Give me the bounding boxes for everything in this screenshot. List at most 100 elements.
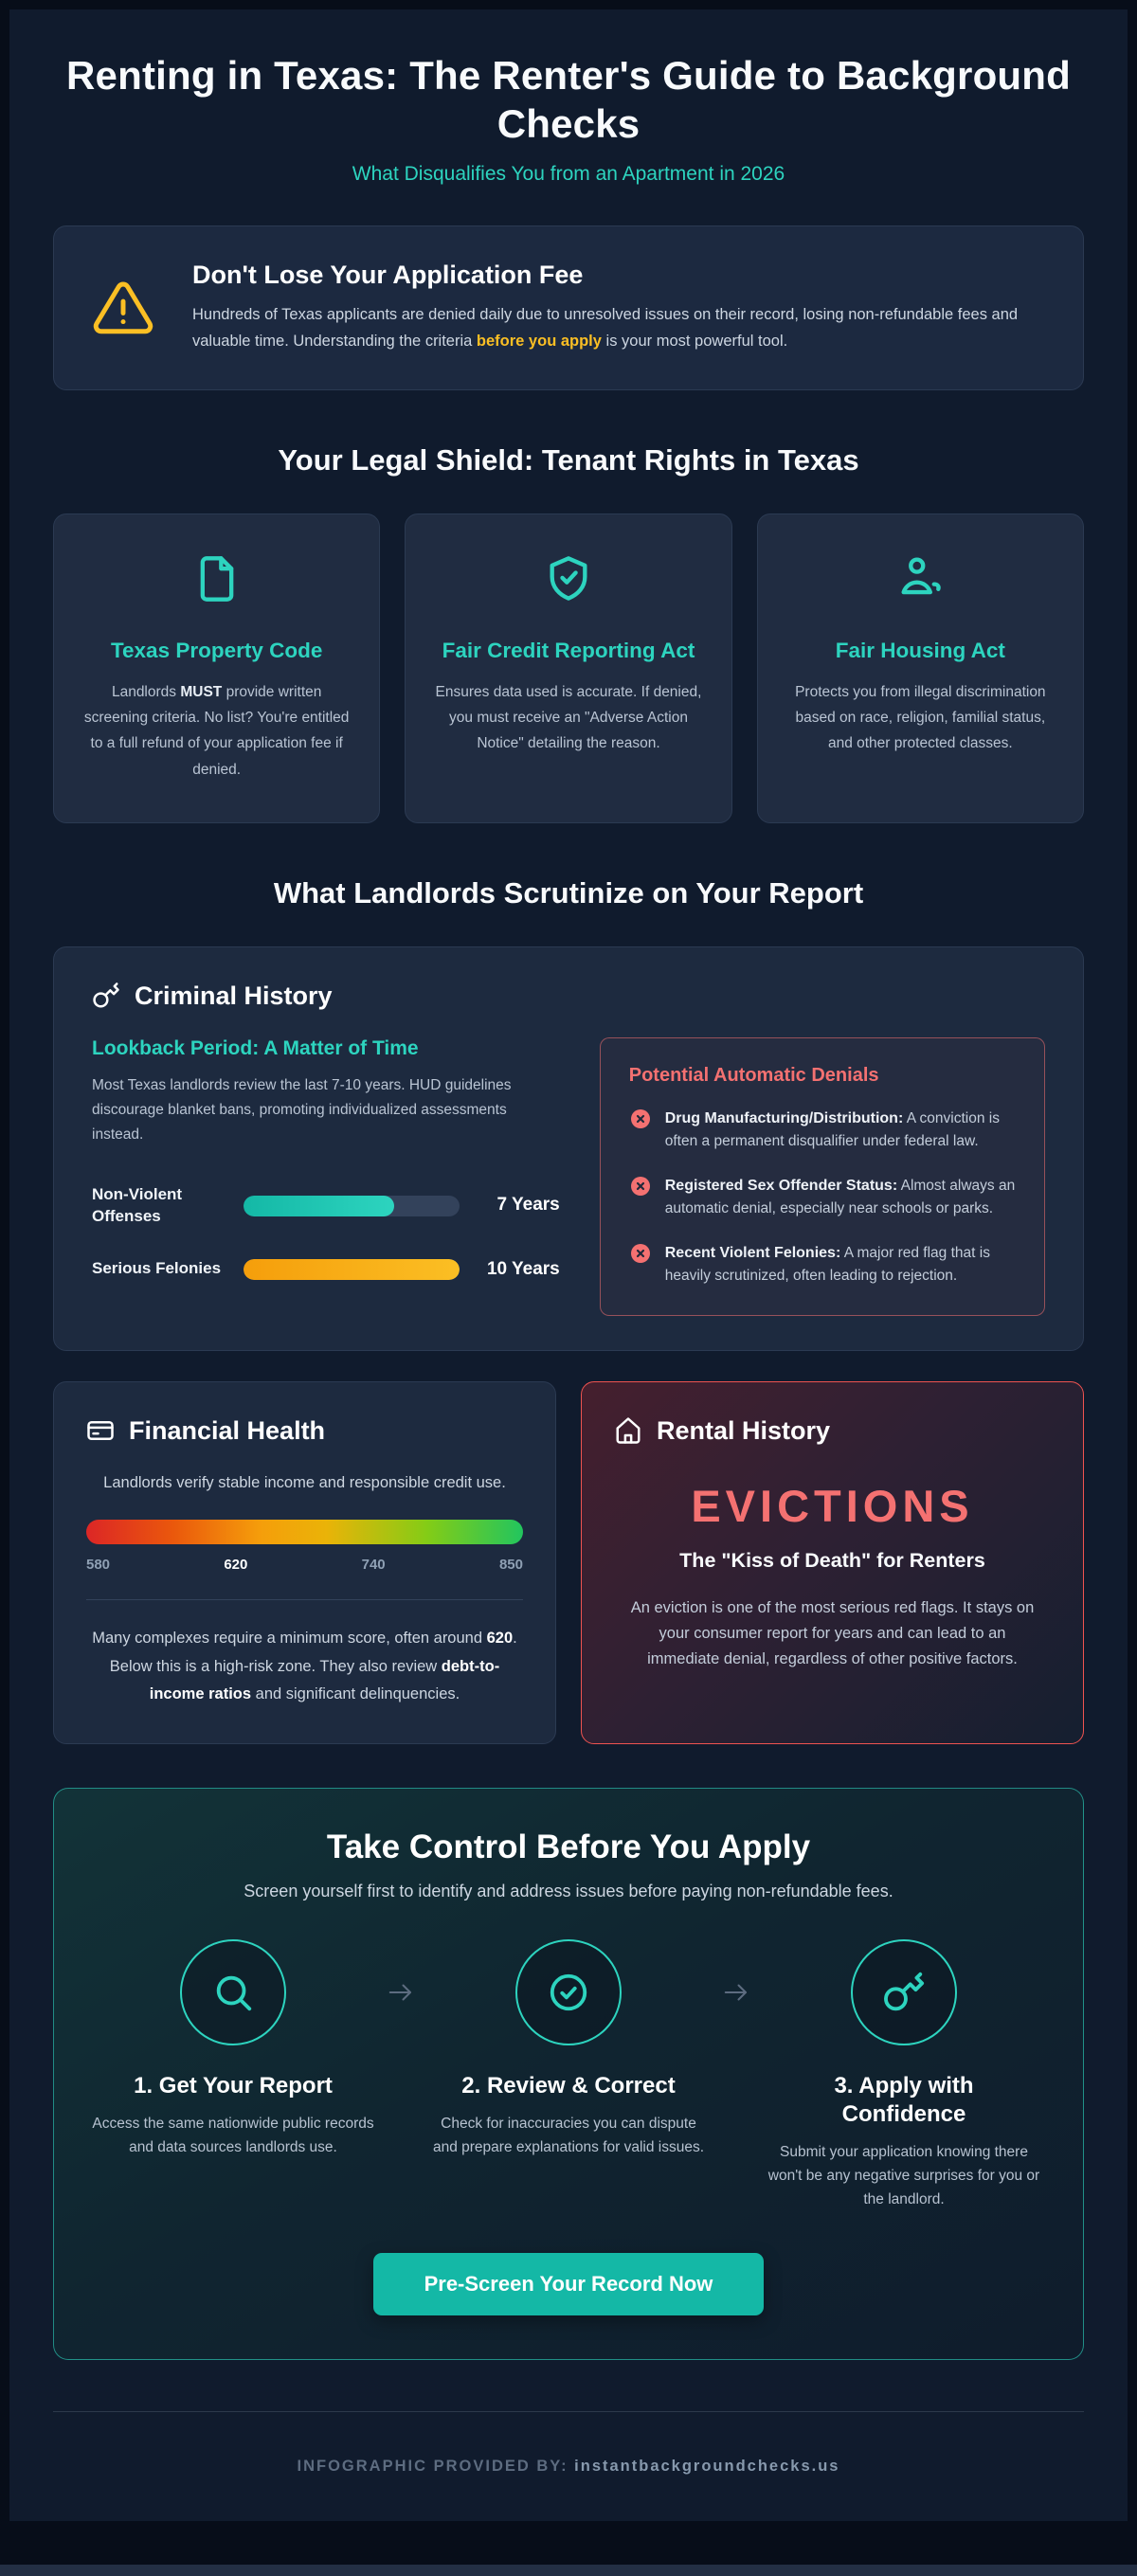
legal-card-body-post: provide written screening criteria. No l… xyxy=(83,684,350,778)
legal-card-fair-housing: Fair Housing Act Protects you from illeg… xyxy=(756,513,1084,823)
credit-score-labels: 580 620 740 850 xyxy=(86,1557,523,1573)
credit-score-gradient-bar xyxy=(86,1519,523,1544)
bar-label: Serious Felonies xyxy=(92,1259,222,1278)
step-circle xyxy=(515,1939,622,2046)
denial-item-drug: Drug Manufacturing/Distribution: A convi… xyxy=(629,1107,1016,1154)
evictions-subheadline: The "Kiss of Death" for Renters xyxy=(679,1548,985,1572)
arrow-right-icon xyxy=(374,1939,427,2045)
legal-section-heading: Your Legal Shield: Tenant Rights in Texa… xyxy=(278,442,859,477)
step-circle xyxy=(851,1939,957,2046)
bottom-strip xyxy=(0,2565,1137,2576)
financial-divider xyxy=(86,1598,523,1600)
legal-card-texas-property-code: Texas Property Code Landlords MUST provi… xyxy=(53,513,381,823)
warning-content: Don't Lose Your Application Fee Hundreds… xyxy=(192,261,1045,354)
legal-card-body: Ensures data used is accurate. If denied… xyxy=(435,684,702,752)
bar-track xyxy=(244,1258,460,1280)
bar-label: Non-Violent Offenses xyxy=(92,1184,183,1225)
warning-body-pre: Hundreds of Texas applicants are denied … xyxy=(192,306,1019,351)
legal-card-title: Texas Property Code xyxy=(110,638,323,662)
infographic-container: Renting in Texas: The Renter's Guide to … xyxy=(9,9,1128,2522)
step-circle xyxy=(180,1939,286,2046)
step-body: Access the same nationwide public record… xyxy=(92,2116,374,2156)
denial-body: A major red flag that is heavily scrutin… xyxy=(664,1244,990,1285)
financial-note-bold-dti: debt-to-income ratios xyxy=(149,1657,500,1703)
bar-row-non-violent: Non-Violent Offenses 7 Years xyxy=(92,1184,560,1228)
warning-card: Don't Lose Your Application Fee Hundreds… xyxy=(53,225,1084,390)
denial-item-sex-offender: Registered Sex Offender Status: Almost a… xyxy=(629,1174,1016,1221)
page-subtitle: What Disqualifies You from an Apartment … xyxy=(352,163,785,186)
warning-body-bold: before you apply xyxy=(476,333,602,351)
evictions-headline: EVICTIONS xyxy=(691,1480,974,1531)
legal-card-title: Fair Housing Act xyxy=(835,638,1005,662)
lookback-column: Lookback Period: A Matter of Time Most T… xyxy=(92,1037,560,1282)
denial-bold: Drug Manufacturing/Distribution: xyxy=(664,1109,904,1126)
credit-label-620: 620 xyxy=(224,1556,248,1573)
step-apply-confidence: 3. Apply with Confidence Submit your app… xyxy=(763,1939,1045,2211)
financial-rental-row: Financial Health Landlords verify stable… xyxy=(53,1380,1084,1745)
footer-label: INFOGRAPHIC PROVIDED BY: xyxy=(297,2458,568,2476)
footer-domain: instantbackgroundchecks.us xyxy=(574,2458,840,2476)
denial-bold: Recent Violent Felonies: xyxy=(664,1244,841,1261)
denial-body: A conviction is often a permanent disqua… xyxy=(664,1109,1000,1150)
footer-divider xyxy=(53,2411,1084,2413)
automatic-denials-panel: Potential Automatic Denials Drug Manufac… xyxy=(599,1036,1045,1316)
criminal-history-header: Criminal History xyxy=(92,982,1045,1011)
denial-body: Almost always an automatic denial, espec… xyxy=(664,1177,1016,1217)
step-review-correct: 2. Review & Correct Check for inaccuraci… xyxy=(427,1939,710,2159)
financial-note-post: and significant delinquencies. xyxy=(251,1685,460,1703)
criminal-history-card: Criminal History Lookback Period: A Matt… xyxy=(53,946,1084,1351)
footer-credit: INFOGRAPHIC PROVIDED BY: instantbackgrou… xyxy=(53,2458,1084,2476)
bar-row-serious-felonies: Serious Felonies 10 Years xyxy=(92,1258,560,1282)
bar-value: 10 Years xyxy=(486,1258,560,1279)
check-circle-icon xyxy=(550,1973,587,2011)
credit-label-740: 740 xyxy=(361,1556,386,1573)
person-icon xyxy=(895,557,945,607)
scrutinize-section-heading: What Landlords Scrutinize on Your Report xyxy=(273,875,864,910)
page-background: Renting in Texas: The Renter's Guide to … xyxy=(9,9,1128,2522)
key-icon xyxy=(884,1972,925,2011)
x-circle-icon xyxy=(630,1176,650,1196)
cta-card: Take Control Before You Apply Screen you… xyxy=(53,1788,1084,2361)
step-get-report: 1. Get Your Report Access the same natio… xyxy=(92,1939,374,2159)
financial-note-bold-620: 620 xyxy=(486,1629,514,1647)
denial-bold: Registered Sex Offender Status: xyxy=(664,1177,898,1194)
legal-card-body-pre: Landlords xyxy=(111,684,181,701)
warning-body-post: is your most powerful tool. xyxy=(601,333,788,351)
x-circle-icon xyxy=(630,1243,650,1263)
step-body: Submit your application knowing there wo… xyxy=(767,2144,1040,2208)
financial-note-pre: Many complexes require a minimum score, … xyxy=(92,1629,487,1647)
financial-health-card: Financial Health Landlords verify stable… xyxy=(53,1380,556,1745)
denial-item-violent-felonies: Recent Violent Felonies: A major red fla… xyxy=(629,1241,1016,1288)
financial-health-title: Financial Health xyxy=(129,1415,326,1445)
credit-label-850: 850 xyxy=(498,1556,523,1573)
warning-title: Don't Lose Your Application Fee xyxy=(192,261,584,290)
bar-fill-non-violent xyxy=(244,1195,395,1216)
rental-history-title: Rental History xyxy=(657,1415,831,1445)
rental-body: An eviction is one of the most serious r… xyxy=(630,1598,1035,1667)
bar-value: 7 Years xyxy=(496,1195,560,1216)
warning-body: Hundreds of Texas applicants are denied … xyxy=(192,302,1045,354)
legal-card-body: Landlords MUST provide written screening… xyxy=(82,679,351,783)
legal-card-fcra: Fair Credit Reporting Act Ensures data u… xyxy=(405,513,732,823)
page-title: Renting in Texas: The Renter's Guide to … xyxy=(66,53,1071,147)
cta-title: Take Control Before You Apply xyxy=(326,1828,811,1866)
financial-health-header: Financial Health xyxy=(86,1416,523,1446)
bar-track xyxy=(244,1195,460,1216)
denial-text: Recent Violent Felonies: A major red fla… xyxy=(665,1241,1016,1288)
search-icon xyxy=(216,1975,252,2011)
step-title: 2. Review & Correct xyxy=(461,2073,676,2099)
financial-note-mid: . Below this is a high-risk zone. They a… xyxy=(109,1629,517,1675)
legal-cards-grid: Texas Property Code Landlords MUST provi… xyxy=(53,513,1084,823)
legal-card-body-bold: MUST xyxy=(180,684,223,701)
home-icon xyxy=(616,1417,641,1444)
credit-label-580: 580 xyxy=(86,1556,111,1573)
criminal-history-columns: Lookback Period: A Matter of Time Most T… xyxy=(92,1036,1045,1316)
step-title: 3. Apply with Confidence xyxy=(834,2073,974,2128)
x-circle-icon xyxy=(630,1108,650,1128)
denials-title: Potential Automatic Denials xyxy=(628,1064,879,1086)
pre-screen-button[interactable]: Pre-Screen Your Record Now xyxy=(372,2253,765,2316)
arrow-right-icon xyxy=(710,1939,763,2045)
lookback-body: Most Texas landlords review the last 7-1… xyxy=(92,1076,512,1144)
legal-card-title: Fair Credit Reporting Act xyxy=(442,638,695,662)
cta-steps: 1. Get Your Report Access the same natio… xyxy=(92,1939,1045,2211)
